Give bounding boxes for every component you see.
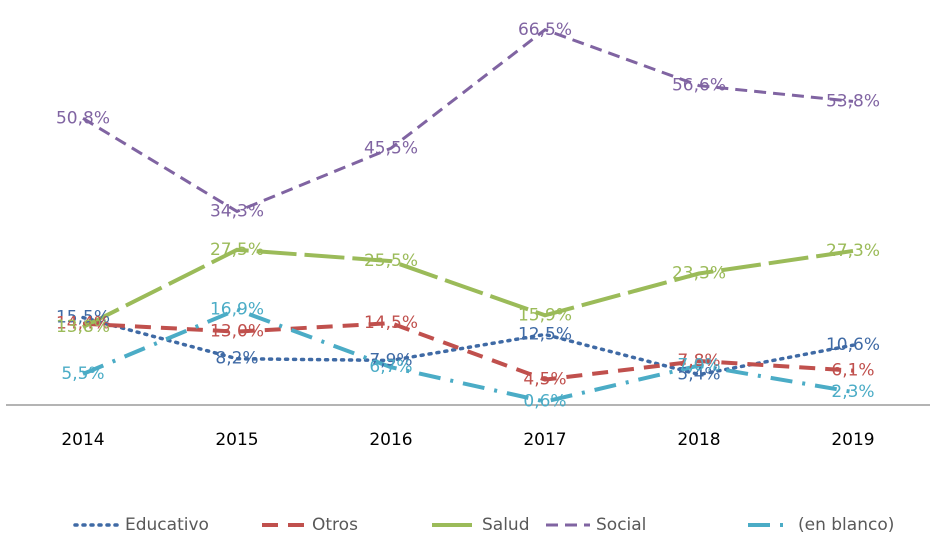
data-label: 27,5% [210, 240, 264, 260]
data-label: 56,6% [672, 76, 726, 96]
data-label: 10,6% [826, 335, 880, 355]
series-line [82, 307, 854, 404]
data-label: 2,3% [831, 382, 874, 402]
series-line [82, 247, 854, 329]
data-label: 53,8% [826, 91, 880, 111]
data-label: 4,5% [523, 370, 566, 390]
data-label: 16,9% [210, 300, 264, 320]
data-label: 66,5% [518, 20, 572, 40]
data-label: 6,1% [831, 361, 874, 381]
x-tick-label: 2014 [61, 430, 104, 450]
data-label: 7,9% [369, 350, 412, 370]
legend-label: Otros [312, 515, 358, 535]
data-label: 13,0% [210, 322, 264, 342]
data-label: 13,8% [56, 317, 110, 337]
x-tick-label: 2018 [677, 430, 720, 450]
x-tick-label: 2017 [523, 430, 566, 450]
data-label: 34,3% [210, 201, 264, 221]
data-label: 5,4% [677, 365, 720, 385]
data-label: 23,3% [672, 264, 726, 284]
data-label: 45,5% [364, 138, 418, 158]
data-label: 14,5% [364, 313, 418, 333]
data-label: 14,4% [56, 314, 110, 334]
data-label: 15,9% [518, 305, 572, 325]
data-label: 50,8% [56, 108, 110, 128]
legend-label: Social [596, 515, 646, 535]
data-label: 25,5% [364, 251, 418, 271]
series-line [81, 315, 855, 377]
data-label: 6,7% [369, 357, 412, 377]
series-line [82, 321, 854, 382]
data-label: 27,3% [826, 241, 880, 261]
data-label: 12,5% [518, 324, 572, 344]
data-label: 8,2% [215, 349, 258, 369]
data-label: 7,0% [677, 356, 720, 376]
data-label: 7,8% [677, 351, 720, 371]
x-tick-label: 2015 [215, 430, 258, 450]
data-label: 0,6% [523, 392, 566, 412]
series-line [82, 28, 854, 214]
x-tick-label: 2019 [831, 430, 874, 450]
legend-label: Salud [482, 515, 530, 535]
x-tick-label: 2016 [369, 430, 412, 450]
data-label: 15,5% [56, 308, 110, 328]
legend-label: Educativo [125, 515, 209, 535]
legend-label: (en blanco) [798, 515, 894, 535]
data-label: 5,5% [61, 364, 104, 384]
